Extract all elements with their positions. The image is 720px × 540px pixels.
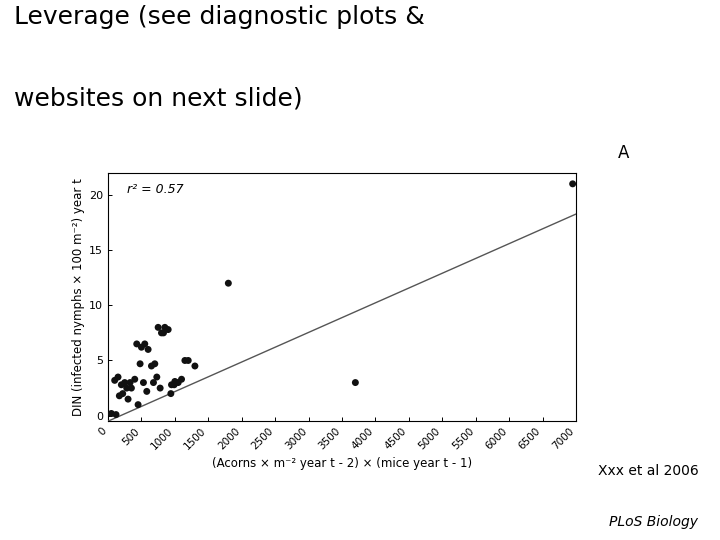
Point <box>169 377 181 386</box>
Point <box>148 378 159 387</box>
Point <box>117 389 128 398</box>
Point <box>121 384 132 393</box>
Point <box>166 381 177 389</box>
Text: PLoS Biology: PLoS Biology <box>609 515 698 529</box>
Point <box>567 179 578 188</box>
Point <box>145 362 157 370</box>
Point <box>151 373 163 381</box>
Point <box>131 340 143 348</box>
Point <box>141 387 153 396</box>
Point <box>222 279 234 287</box>
Point <box>132 400 144 409</box>
Point <box>109 376 120 384</box>
Point <box>168 381 180 389</box>
Point <box>176 375 187 383</box>
Point <box>119 378 130 387</box>
Point <box>139 340 150 348</box>
Point <box>189 362 201 370</box>
Point <box>173 378 184 387</box>
X-axis label: (Acorns × m⁻² year t - 2) × (mice year t - 1): (Acorns × m⁻² year t - 2) × (mice year t… <box>212 457 472 470</box>
Point <box>149 360 161 368</box>
Point <box>135 343 147 352</box>
Point <box>122 395 134 403</box>
Text: Xxx et al 2006: Xxx et al 2006 <box>598 464 698 478</box>
Point <box>143 345 154 354</box>
Point <box>182 356 194 365</box>
Point <box>165 389 176 398</box>
Point <box>163 325 174 334</box>
Point <box>154 384 166 393</box>
Point <box>135 360 146 368</box>
Point <box>112 373 124 381</box>
Point <box>116 381 127 389</box>
Y-axis label: DIN (infected nymphs × 100 m⁻²) year t: DIN (infected nymphs × 100 m⁻²) year t <box>72 178 85 416</box>
Point <box>156 328 167 337</box>
Point <box>106 409 117 418</box>
Point <box>350 378 361 387</box>
Point <box>125 378 136 387</box>
Point <box>179 356 191 365</box>
Point <box>138 378 149 387</box>
Text: Leverage (see diagnostic plots &: Leverage (see diagnostic plots & <box>14 5 425 29</box>
Text: websites on next slide): websites on next slide) <box>14 86 303 110</box>
Point <box>158 328 169 337</box>
Point <box>110 410 122 419</box>
Point <box>129 375 140 383</box>
Text: r² = 0.57: r² = 0.57 <box>127 183 184 195</box>
Point <box>126 384 138 393</box>
Text: A: A <box>618 144 629 161</box>
Point <box>159 323 171 332</box>
Point <box>153 323 164 332</box>
Point <box>114 392 125 400</box>
